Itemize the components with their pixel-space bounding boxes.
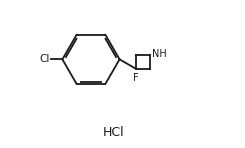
Text: Cl: Cl (39, 54, 50, 64)
Text: HCl: HCl (103, 126, 124, 139)
Text: NH: NH (152, 49, 167, 59)
Text: F: F (133, 73, 138, 83)
